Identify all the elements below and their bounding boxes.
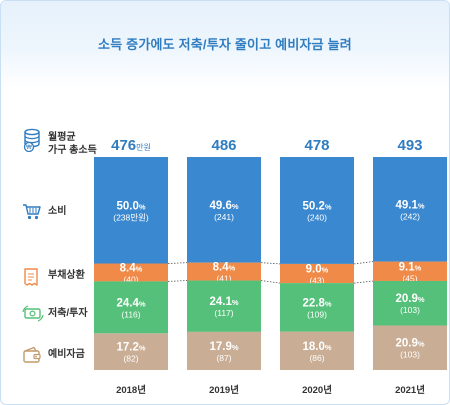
amount-label-reserve-0: (82) (123, 354, 138, 364)
pct-label-consumption-1: 49.6% (209, 200, 238, 212)
amount-label-savings-1: (117) (214, 308, 233, 318)
category-label-2: 2020년 (302, 384, 332, 396)
title-bar (1, 1, 449, 89)
pct-label-debt-0: 8.4% (120, 262, 143, 274)
bar-segment-savings-2 (280, 283, 354, 332)
bar-segment-reserve-1 (187, 331, 261, 370)
category-label-1: 2019년 (209, 384, 239, 396)
bar-segment-debt-2 (280, 263, 354, 284)
connector-line-0-2 (353, 261, 374, 265)
pct-label-reserve-1: 17.9% (209, 341, 238, 353)
total-label-line-2: 가구 총소득 (48, 145, 97, 156)
amount-label-consumption-3: (242) (400, 211, 420, 221)
pct-label-debt-3: 9.1% (399, 261, 422, 273)
chart-title: 소득 증가에도 저축/투자 줄이고 예비자금 늘려 (98, 37, 352, 52)
connector-line-0-0 (167, 262, 188, 264)
legend-label-savings: 저축/투자 (48, 308, 88, 319)
bar-segment-savings-0 (94, 281, 168, 334)
bar-segment-debt-0 (94, 263, 168, 282)
category-label-0: 2018년 (116, 384, 146, 396)
total-label-2: 478 (304, 137, 329, 154)
pct-label-savings-2: 22.8% (302, 297, 331, 309)
amount-label-reserve-3: (103) (400, 350, 420, 360)
pct-label-consumption-0: 50.0% (116, 200, 145, 212)
amount-label-debt-2: (43) (309, 276, 324, 286)
amount-label-reserve-2: (86) (309, 353, 324, 363)
svg-text:₩: ₩ (26, 144, 32, 151)
bar-segment-consumption-1 (187, 157, 261, 263)
bar-segment-reserve-0 (94, 333, 168, 370)
amount-label-consumption-0: (238만원) (113, 212, 149, 222)
amount-label-savings-2: (109) (307, 309, 327, 319)
connector-line-0-1 (260, 262, 281, 265)
legend-label-reserve: 예비자금 (48, 349, 85, 360)
bar-segment-debt-1 (187, 262, 261, 281)
connector-line-1-1 (260, 280, 281, 284)
money-cycle-icon (22, 305, 44, 322)
amount-label-consumption-2: (240) (307, 212, 327, 222)
legend-label-consumption: 소비 (48, 206, 67, 217)
amount-label-consumption-1: (241) (214, 212, 234, 222)
bar-segment-savings-1 (187, 280, 261, 332)
shopping-cart-icon (23, 204, 41, 220)
pct-label-savings-3: 20.9% (395, 293, 424, 305)
connector-line-1-0 (167, 280, 188, 282)
amount-label-debt-3: (45) (402, 273, 417, 283)
bar-segment-consumption-2 (280, 157, 354, 264)
connector-line-1-2 (353, 280, 374, 284)
coin-stack-icon: ₩ (23, 128, 40, 152)
pct-label-debt-2: 9.0% (306, 264, 329, 276)
bar-segment-reserve-3 (373, 325, 447, 370)
pct-label-reserve-2: 18.0% (302, 341, 331, 353)
amount-label-debt-0: (40) (123, 274, 138, 284)
pct-label-debt-1: 8.4% (213, 262, 236, 274)
bar-segment-savings-3 (373, 280, 447, 326)
pct-label-savings-0: 24.4% (116, 297, 145, 309)
bill-icon (24, 268, 38, 286)
pct-label-reserve-3: 20.9% (395, 338, 424, 350)
amount-label-reserve-1: (87) (216, 353, 231, 363)
amount-label-savings-0: (116) (121, 309, 140, 319)
amount-label-debt-1: (41) (216, 274, 231, 284)
bar-segment-debt-3 (373, 261, 447, 281)
bar-segment-consumption-3 (373, 157, 447, 262)
wallet-icon (23, 346, 41, 363)
total-label-3: 493 (397, 137, 422, 154)
amount-label-savings-3: (103) (400, 305, 420, 315)
pct-label-savings-1: 24.1% (209, 296, 238, 308)
total-label-1: 486 (211, 137, 236, 154)
category-label-3: 2021년 (395, 384, 425, 396)
pct-label-consumption-2: 50.2% (302, 200, 331, 212)
legend-label-debt: 부채상환 (48, 270, 85, 281)
pct-label-reserve-0: 17.2% (116, 342, 145, 354)
total-label-line-1: 월평균 (48, 132, 76, 143)
bar-segment-consumption-0 (94, 157, 168, 264)
bar-segment-reserve-2 (280, 331, 354, 370)
pct-label-consumption-3: 49.1% (395, 199, 424, 211)
total-label-0: 476만원 (111, 137, 151, 154)
